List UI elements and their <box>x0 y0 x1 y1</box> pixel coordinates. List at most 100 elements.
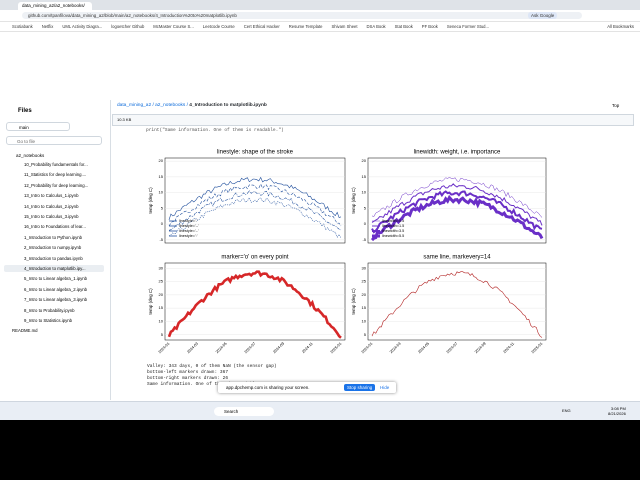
all-bookmarks[interactable]: All Bookmarks <box>607 24 634 29</box>
tab-bar: data_mining_a2/a2_notebooks/ <box>0 0 640 10</box>
file-item[interactable]: 11_Statistics for deep learning.... <box>24 172 87 178</box>
file-item[interactable]: 8_Intro to Probability.ipynb <box>24 307 75 313</box>
bookmark[interactable]: DSA Book <box>366 24 386 29</box>
bookmark[interactable]: UML Activity Diagra... <box>62 24 103 29</box>
legend-label: linestyle='-.' <box>179 229 199 233</box>
x-tick-label: 2024-03 <box>389 342 402 355</box>
file-name: 4_Introduction to matplotlib.ipynb <box>189 103 267 108</box>
file-item[interactable]: README.md <box>12 328 38 334</box>
bookmark[interactable]: logoetcher Github <box>111 24 145 29</box>
file-item[interactable]: 1_Introduction to Python.ipynb <box>24 234 83 240</box>
top-link[interactable]: Top <box>612 103 620 108</box>
file-item[interactable]: 9_Intro to Statistics.ipynb <box>24 318 73 323</box>
taskbar-search[interactable]: Search <box>214 407 274 416</box>
y-tick-label: 5 <box>364 205 367 210</box>
legend-label: linewidth=0.5 <box>382 219 404 223</box>
plot-title: linewidth: weight, i.e. importance <box>414 150 501 156</box>
x-tick-label: 2024-07 <box>446 342 459 355</box>
bookmark[interactable]: PF Book <box>421 24 438 29</box>
code-line: print("Same information. One of them is … <box>146 128 284 133</box>
output-line: Same information. One of them is readabl… <box>147 382 261 387</box>
file-item[interactable]: 12_Probability for deep learning... <box>24 182 89 188</box>
y-tick-label: 10 <box>159 318 164 323</box>
x-tick-label: 2024-03 <box>186 342 199 355</box>
bookmark[interactable]: Seneca Former Stud... <box>446 24 489 29</box>
file-item[interactable]: 10_Probability fundamentals for... <box>24 162 88 167</box>
plot-title: linestyle: shape of the stroke <box>217 150 294 156</box>
x-tick-label: 2024-09 <box>474 342 487 355</box>
branch-select[interactable]: main <box>6 122 70 131</box>
plot-title: same line, markevery=14 <box>423 255 491 261</box>
file-item[interactable]: 5_Intro to Linear algebra_1.ipynb <box>24 276 88 282</box>
plot-line <box>168 176 342 221</box>
url[interactable]: github.com/tpanfilova/data_mining_a2/blo… <box>28 13 237 18</box>
legend-label: linewidth=5.5 <box>382 234 404 238</box>
bookmark[interactable]: Scotiabank <box>12 24 33 29</box>
hide[interactable]: Hide <box>380 385 390 390</box>
y-tick-label: 25 <box>362 279 367 284</box>
language: ENG <box>562 408 571 413</box>
y-tick-label: 15 <box>159 305 164 310</box>
share-message: app.dpchemp.com is sharing your screen. <box>226 385 310 390</box>
bookmarks-bar: All Bookmarks Scotiabank Netflix UML Activ… <box>0 22 640 32</box>
sidebar: Files main Go to file a2_notebooks 10_Pr… <box>0 100 111 400</box>
tab[interactable]: data_mining_a2/a2_notebooks/ <box>18 2 92 10</box>
y-tick-label: 20 <box>159 158 164 163</box>
axes <box>367 157 547 244</box>
legend-label: linestyle='--' <box>179 224 199 228</box>
folder[interactable]: a2_notebooks <box>16 153 45 158</box>
folder-link[interactable]: a2_notebooks <box>155 103 186 108</box>
y-tick-label: 5 <box>364 332 367 337</box>
y-tick-label: 5 <box>161 205 164 210</box>
repo-link[interactable]: data_mining_a2 <box>117 103 152 108</box>
x-tick-label: 2025-01 <box>330 342 343 355</box>
y-tick-label: 15 <box>159 174 164 179</box>
stop-sharing[interactable]: Stop sharing <box>344 384 376 391</box>
y-tick-label: 0 <box>161 221 164 226</box>
y-axis-label: temp (deg C) <box>148 288 153 315</box>
ask-button[interactable]: Ask Google <box>528 12 558 19</box>
y-tick-label: 20 <box>362 158 367 163</box>
y-axis-label: temp (deg C) <box>351 187 356 214</box>
y-tick-label: 15 <box>362 174 367 179</box>
bookmark[interactable]: Resume Template <box>288 24 323 29</box>
y-tick-label: 20 <box>362 292 367 297</box>
bookmark[interactable]: Netflix <box>41 24 54 29</box>
address-bar: github.com/tpanfilova/data_mining_a2/blo… <box>0 10 640 22</box>
y-tick-label: 5 <box>161 332 164 337</box>
axes <box>367 262 547 341</box>
plot-line <box>168 197 342 239</box>
time: 3:08 PM <box>610 406 626 411</box>
file-search[interactable]: Go to file <box>6 136 102 145</box>
plot-line <box>371 271 543 338</box>
file-item[interactable]: 7_Intro to Linear algebra_3.ipynb <box>24 297 88 303</box>
file-item[interactable]: 2_Introduction to numpy.ipynb <box>24 245 82 251</box>
legend-label: linestyle='-' <box>179 219 198 223</box>
plot-line <box>370 194 544 242</box>
plot-line <box>168 183 342 227</box>
y-tick-label: -5 <box>362 237 366 242</box>
bookmark[interactable]: Shivam Sheet <box>331 24 358 29</box>
axes <box>164 157 346 244</box>
y-tick-label: 0 <box>364 221 367 226</box>
plot-title: marker='o' on every point <box>221 255 288 261</box>
bookmark[interactable]: Stat Book <box>394 24 413 29</box>
file-item[interactable]: 13_Intro to Calculus_1.ipynb <box>24 193 79 199</box>
file-item[interactable]: 6_Intro to Linear algebra_2.ipynb <box>24 286 88 292</box>
file-item[interactable]: 16_Intro to Foundations of lear... <box>24 224 86 230</box>
y-tick-label: -5 <box>159 237 163 242</box>
file-item[interactable]: 4_Introduction to matplotlib.ipy... <box>4 265 104 272</box>
file-item[interactable]: 15_Intro to Calculus_3.ipynb <box>24 214 79 219</box>
taskbar: Search ENG 3:08 PM 8/21/2026 <box>0 401 640 420</box>
y-tick-label: 15 <box>362 305 367 310</box>
share-bar: app.dpchemp.com is sharing your screen. … <box>218 382 396 393</box>
file-item[interactable]: 14_Intro to Calculus_2.ipynb <box>24 203 79 209</box>
bookmark[interactable]: McMaster Course S... <box>153 24 194 29</box>
plot-line <box>371 183 543 226</box>
bookmark[interactable]: Cert Ethical Hacker <box>243 24 280 29</box>
file-item[interactable]: 3_Introduction to pandas.ipynb <box>24 255 83 261</box>
bookmark[interactable]: Leetcode Course <box>202 24 235 29</box>
output-line: Valley: 343 days, 0 of them NaN (the sen… <box>147 364 277 369</box>
y-tick-label: 25 <box>159 279 164 284</box>
clock: 3:08 PM 8/21/2026 <box>608 406 626 416</box>
